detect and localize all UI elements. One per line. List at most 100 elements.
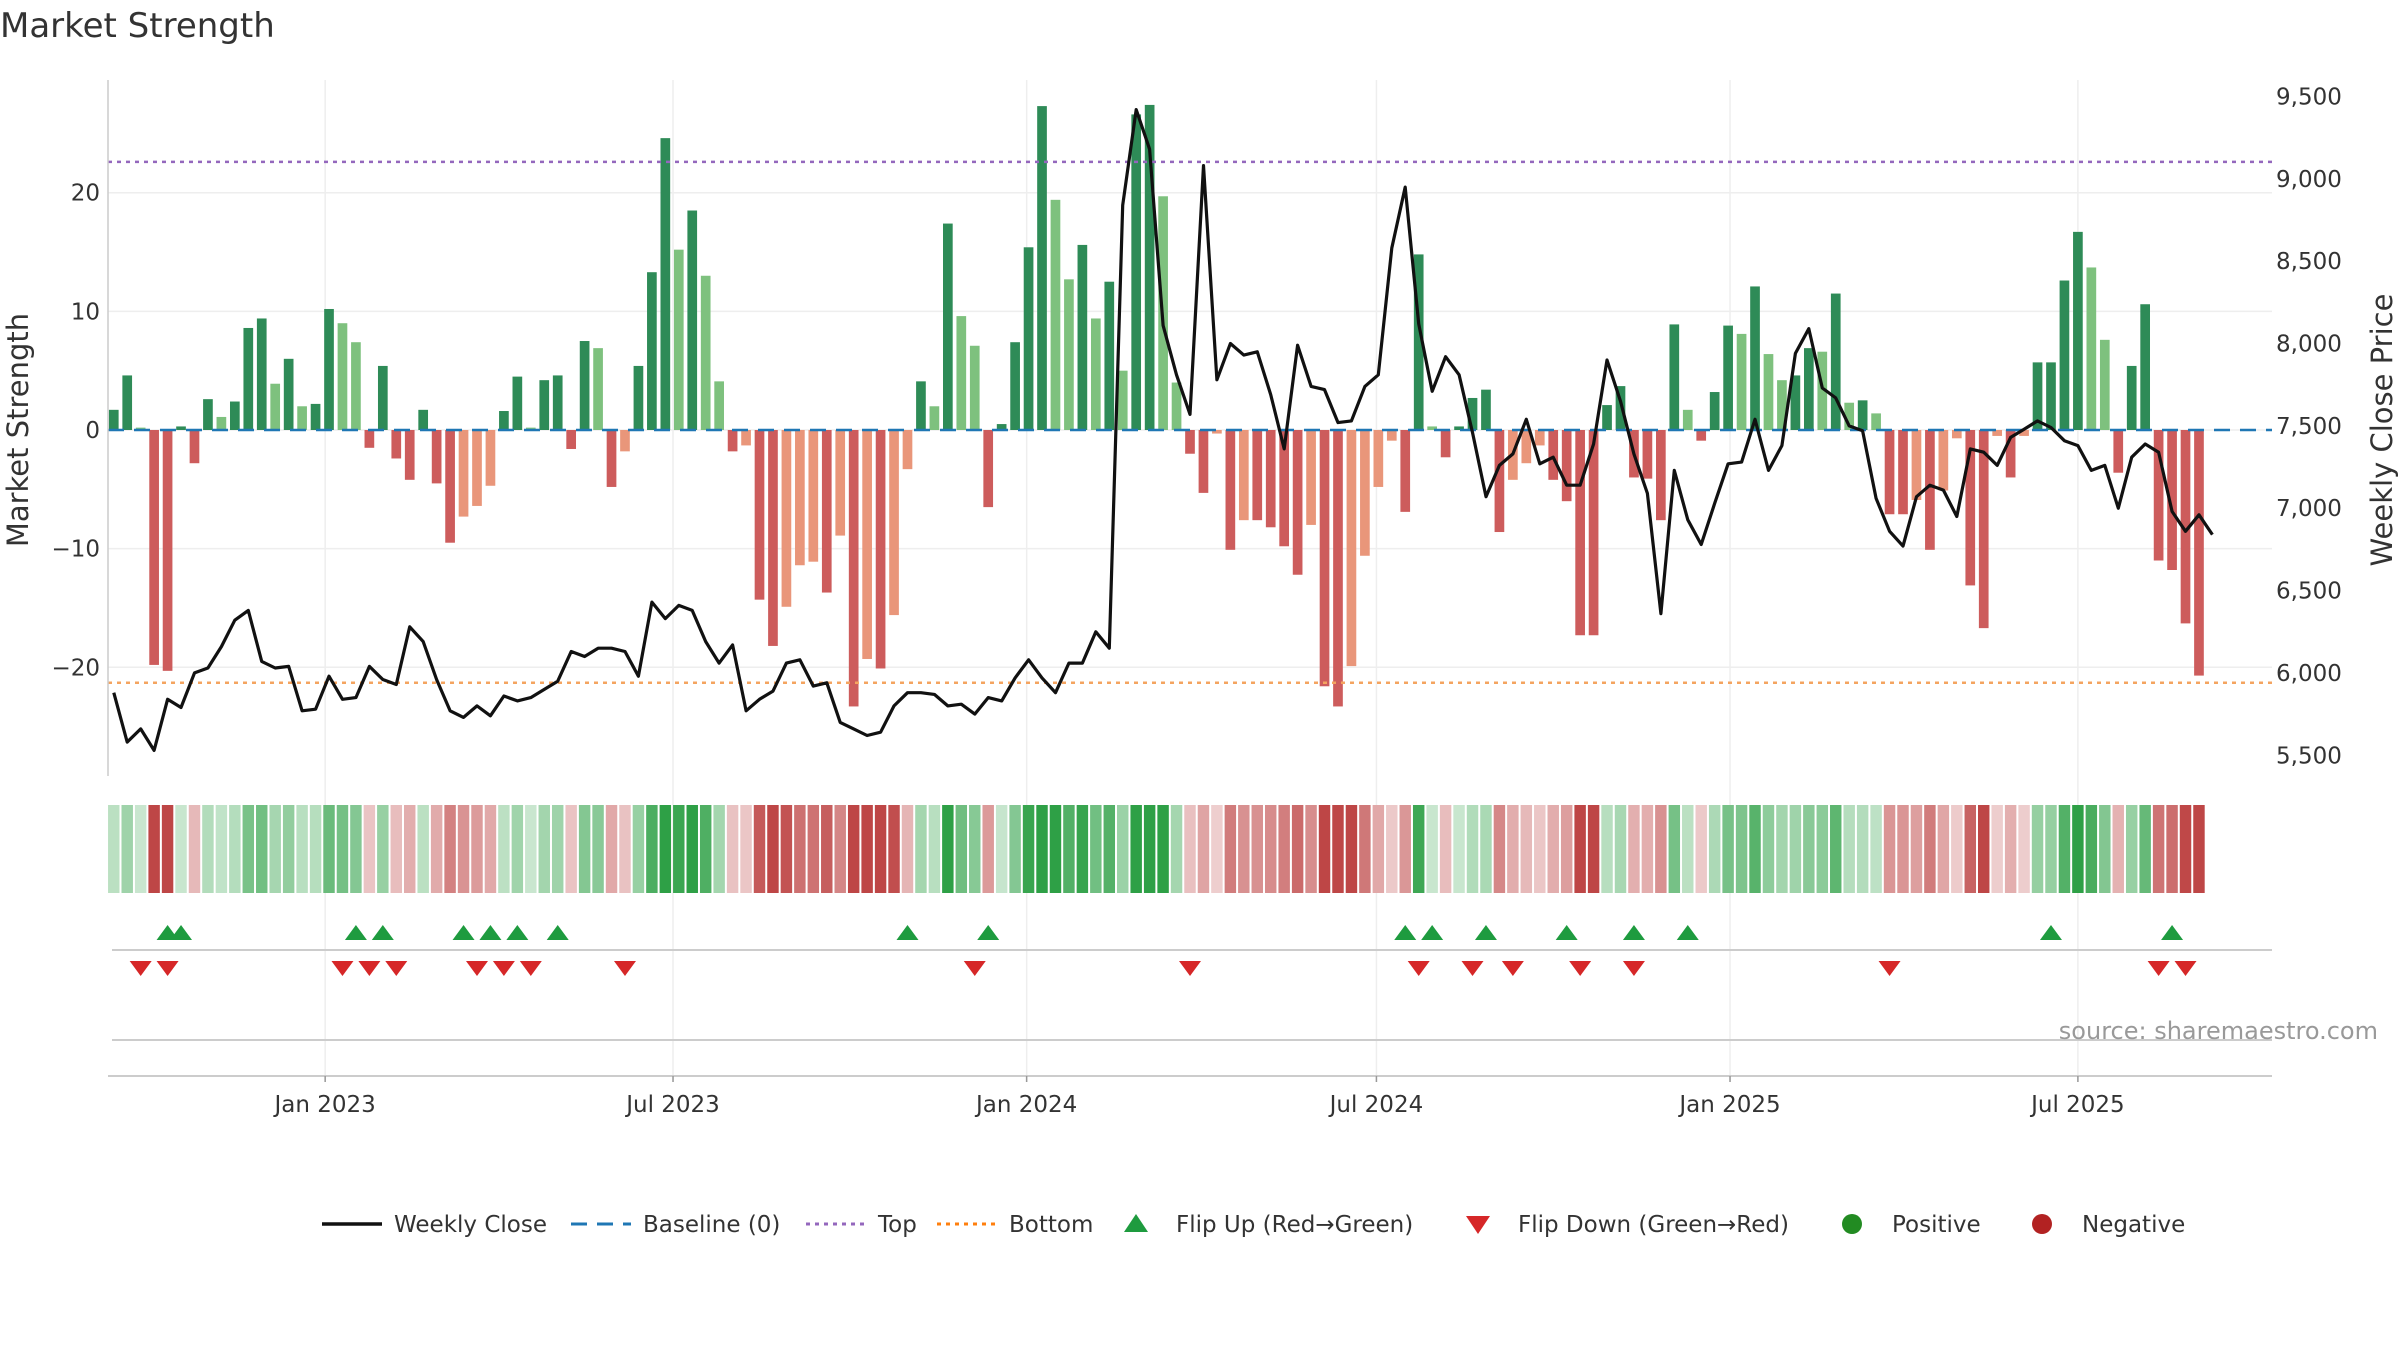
- heat-cell: [821, 805, 833, 893]
- heat-cell: [1695, 805, 1707, 893]
- heat-cell: [1856, 805, 1869, 893]
- strength-bar: [1144, 104, 1155, 430]
- strength-bar: [808, 430, 819, 562]
- heat-cell: [1628, 805, 1640, 893]
- heat-cell: [646, 805, 658, 893]
- strength-bar: [916, 381, 926, 430]
- strength-bar: [1494, 430, 1505, 533]
- heat-cell: [1090, 805, 1102, 893]
- x-tick-label: Jul 2024: [1328, 1092, 1424, 1118]
- strength-bar: [1750, 286, 1760, 430]
- heat-cell: [2031, 805, 2044, 893]
- strength-bar: [1413, 254, 1424, 430]
- heat-cell: [686, 805, 698, 893]
- source-label: source: sharemaestro.com: [2059, 1017, 2378, 1045]
- heat-cell: [1708, 805, 1721, 893]
- legend-label: Baseline (0): [643, 1212, 780, 1238]
- flip-up-marker: [452, 925, 475, 940]
- flip-up-marker: [2039, 925, 2062, 940]
- strength-bar: [1400, 430, 1411, 512]
- heat-cell: [1278, 805, 1290, 893]
- y-left-tick-label: 10: [71, 299, 100, 325]
- legend-item: Flip Up (Red→Green): [1124, 1212, 1413, 1238]
- heat-cell: [780, 805, 793, 893]
- strength-bar: [1467, 397, 1478, 430]
- heat-cell: [121, 805, 133, 893]
- heat-cell: [740, 805, 752, 893]
- heat-cell: [1305, 805, 1317, 893]
- heat-cell: [605, 805, 618, 893]
- heat-cell: [417, 805, 429, 893]
- strength-bar: [875, 430, 886, 669]
- heat-cell: [1117, 805, 1129, 893]
- heat-cell: [282, 805, 295, 893]
- heat-cell: [1399, 805, 1411, 893]
- heat-cell: [1480, 805, 1492, 893]
- strength-bar: [1333, 430, 1343, 707]
- x-tick-label: Jan 2023: [273, 1092, 376, 1118]
- heat-cell: [1641, 805, 1654, 893]
- heat-cell: [995, 805, 1008, 893]
- y-left-tick-label: −20: [51, 655, 100, 681]
- y-right-axis-title: Weekly Close Price: [2365, 294, 2399, 567]
- strength-bar: [1010, 342, 1020, 430]
- strength-bar: [593, 348, 603, 430]
- flip-down-marker: [358, 961, 381, 976]
- price-line-group: [112, 107, 2214, 753]
- heat-cell: [915, 805, 927, 893]
- strength-bar: [1723, 325, 1733, 430]
- strength-bar: [1534, 430, 1545, 446]
- flip-up-marker: [546, 925, 569, 940]
- legend-label: Flip Down (Green→Red): [1518, 1212, 1789, 1238]
- heat-cell: [457, 805, 470, 893]
- heat-cell: [861, 805, 873, 893]
- y-right-tick-label: 7,000: [2276, 496, 2342, 522]
- flip-down-marker: [1407, 961, 1430, 976]
- strength-bar: [149, 430, 159, 665]
- strength-bar: [1090, 318, 1101, 430]
- strength-bar: [270, 383, 281, 430]
- heat-cell: [1291, 805, 1304, 893]
- legend-item: Positive: [1842, 1212, 1981, 1238]
- heat-cell: [2125, 805, 2138, 893]
- heat-cell: [807, 805, 820, 893]
- heat-cell: [108, 805, 120, 893]
- heat-cell: [484, 805, 497, 893]
- heat-cell: [1883, 805, 1896, 893]
- strength-bar: [2167, 430, 2177, 570]
- heat-cell: [2018, 805, 2030, 893]
- heat-cell: [1991, 805, 2003, 893]
- flip-down-marker: [1622, 961, 1645, 976]
- strength-bar: [1292, 430, 1303, 575]
- strength-bar: [1777, 380, 1787, 430]
- strength-bar: [297, 406, 307, 430]
- flip-up-marker: [371, 925, 394, 940]
- heat-cell: [1951, 805, 1963, 893]
- legend-item: Negative: [2032, 1212, 2185, 1238]
- flip-down-marker: [1501, 961, 1524, 976]
- heat-cell: [309, 805, 322, 893]
- strength-bar: [956, 316, 967, 430]
- strength-bar: [673, 249, 684, 430]
- strength-bar: [1925, 430, 1935, 550]
- strength-bar: [2019, 430, 2029, 436]
- strength-bar: [189, 430, 200, 464]
- strength-heat-strip: [108, 805, 2205, 893]
- heat-cell: [336, 805, 349, 893]
- heat-cell: [1009, 805, 1021, 893]
- flip-down-marker: [2147, 961, 2170, 976]
- heat-cell: [1076, 805, 1089, 893]
- heat-cell: [1103, 805, 1116, 893]
- heat-cell: [1977, 805, 1990, 893]
- heat-cell: [1036, 805, 1048, 893]
- strength-bar: [2073, 231, 2083, 430]
- strength-bar: [929, 406, 940, 430]
- flip-down-marker: [1878, 961, 1901, 976]
- flip-down-marker: [519, 961, 542, 976]
- heat-cell: [874, 805, 887, 893]
- heat-cell: [2193, 805, 2205, 893]
- strength-bar: [216, 416, 227, 430]
- heat-cell: [1682, 805, 1694, 893]
- heat-cell: [928, 805, 941, 893]
- legend-label: Negative: [2082, 1212, 2185, 1238]
